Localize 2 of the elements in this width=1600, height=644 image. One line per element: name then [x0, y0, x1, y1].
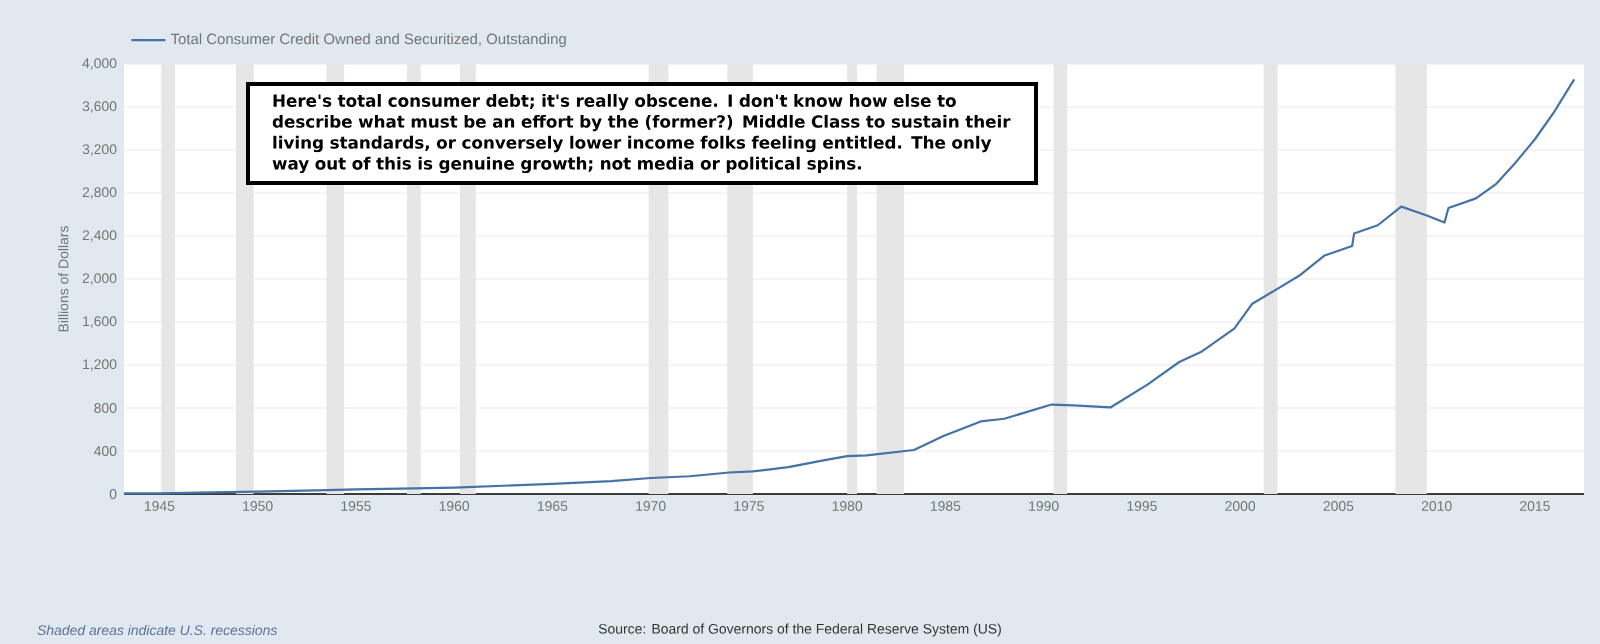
annotation: Here's total consumer debt; it's really obscene. I don't know how else to describe what must be an effort by the (former?) Middle Class to sustain their living standards, or conversely lower income folks feeling entitled. The only way out of this is genuine growth; not media or political spins. — [272, 93, 1011, 174]
line-series — [122, 78, 1576, 495]
